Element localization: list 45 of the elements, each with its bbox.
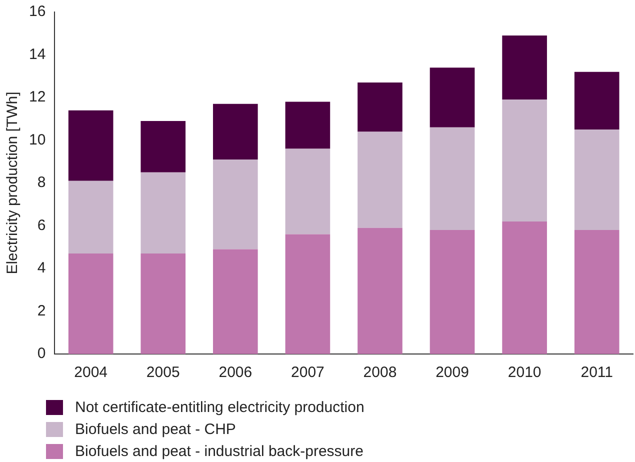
y-tick-label: 14 bbox=[28, 46, 46, 63]
bar bbox=[140, 254, 186, 354]
bar bbox=[574, 130, 620, 230]
bar bbox=[213, 159, 258, 250]
x-tick-label: 2008 bbox=[363, 364, 397, 382]
bar bbox=[68, 180, 114, 254]
x-tick-label: 2005 bbox=[146, 364, 180, 382]
y-tick-label: 10 bbox=[28, 131, 46, 148]
bar bbox=[358, 132, 402, 228]
bar bbox=[358, 228, 402, 354]
bar bbox=[574, 230, 620, 354]
y-tick-label: 8 bbox=[37, 174, 46, 192]
x-tick-label: 2011 bbox=[580, 364, 613, 382]
bar bbox=[502, 221, 547, 354]
x-tick-label: 2009 bbox=[436, 364, 469, 382]
bar bbox=[285, 234, 330, 354]
bar bbox=[140, 121, 186, 172]
bar bbox=[213, 249, 258, 354]
x-tick-label: 2007 bbox=[291, 364, 324, 382]
y-tick-label: 6 bbox=[37, 216, 46, 234]
bar bbox=[502, 100, 547, 222]
bar bbox=[285, 102, 330, 149]
y-tick-label: 12 bbox=[28, 88, 46, 106]
bar bbox=[430, 230, 475, 354]
bar bbox=[68, 254, 114, 354]
legend-label: Biofuels and peat - industrial back-pressure bbox=[75, 442, 364, 460]
bar bbox=[68, 110, 114, 181]
legend-label: Biofuels and peat - CHP bbox=[75, 420, 236, 438]
bar bbox=[574, 72, 620, 130]
y-tick-label: 0 bbox=[37, 345, 46, 362]
y-tick-label: 4 bbox=[37, 260, 46, 277]
y-tick-label: 2 bbox=[37, 302, 46, 320]
bar bbox=[430, 68, 475, 128]
bar bbox=[213, 104, 258, 160]
x-tick-label: 2006 bbox=[218, 364, 252, 382]
y-axis-title: Electricity production [TWh] bbox=[4, 92, 22, 274]
x-tick-label: 2004 bbox=[74, 364, 108, 382]
x-tick-label: 2010 bbox=[508, 364, 542, 382]
bar bbox=[358, 82, 402, 132]
bar bbox=[430, 127, 475, 230]
legend-label: Not certificate-entitling electricity production bbox=[75, 398, 364, 416]
bar bbox=[285, 148, 330, 234]
bar bbox=[140, 172, 186, 254]
y-tick-label: 16 bbox=[28, 3, 46, 20]
bar bbox=[502, 36, 547, 100]
